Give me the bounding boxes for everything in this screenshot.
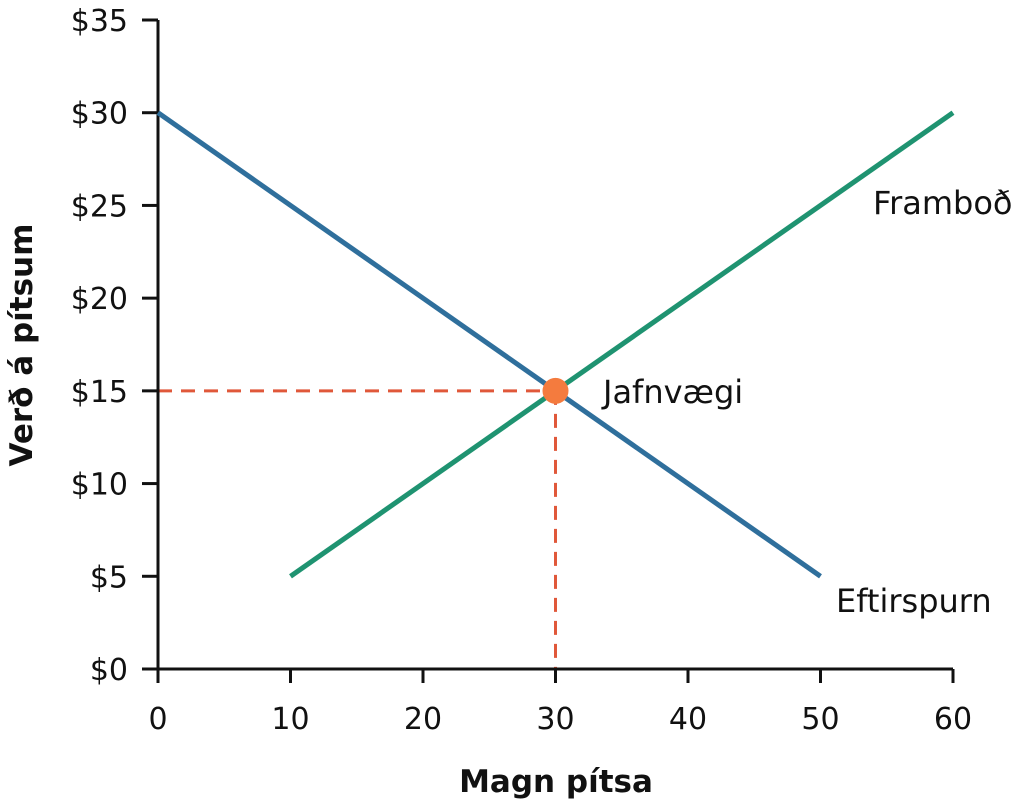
y-tick-label: $10 <box>71 468 128 503</box>
y-tick-label: $15 <box>71 375 128 410</box>
y-tick-label: $20 <box>71 282 128 317</box>
x-tick-label: 40 <box>669 702 707 737</box>
y-tick-label: $30 <box>71 97 128 132</box>
y-axis-title: Verð á pítsum <box>4 224 40 467</box>
demand-curve <box>156 110 822 579</box>
y-tick-label: $25 <box>71 189 128 224</box>
equilibrium-layer <box>542 377 569 404</box>
x-tick-label: 0 <box>148 702 167 737</box>
y-tick-label: $35 <box>71 4 128 39</box>
x-tick-label: 60 <box>934 702 972 737</box>
equilibrium-label: Jafnvægi <box>601 373 743 411</box>
supply-label: Framboð <box>873 184 1012 222</box>
x-axis-title: Magn pítsa <box>459 764 653 800</box>
y-tick-label: $0 <box>90 653 128 688</box>
y-tick-label: $5 <box>90 560 128 595</box>
x-tick-label: 30 <box>536 702 574 737</box>
series-lines <box>156 110 955 579</box>
x-tick-label: 20 <box>404 702 442 737</box>
x-tick-label: 50 <box>801 702 839 737</box>
axes <box>156 20 953 671</box>
x-tick-label: 10 <box>271 702 309 737</box>
equilibrium-guides <box>158 389 557 669</box>
supply-curve <box>289 110 955 579</box>
y-axis-ticks: $0 $5 $10 $15 $20 $25 $30 $35 <box>71 4 158 688</box>
equilibrium-point <box>542 377 569 404</box>
x-axis-ticks: 0 10 20 30 40 50 60 <box>148 669 972 737</box>
demand-label: Eftirspurn <box>836 582 992 620</box>
